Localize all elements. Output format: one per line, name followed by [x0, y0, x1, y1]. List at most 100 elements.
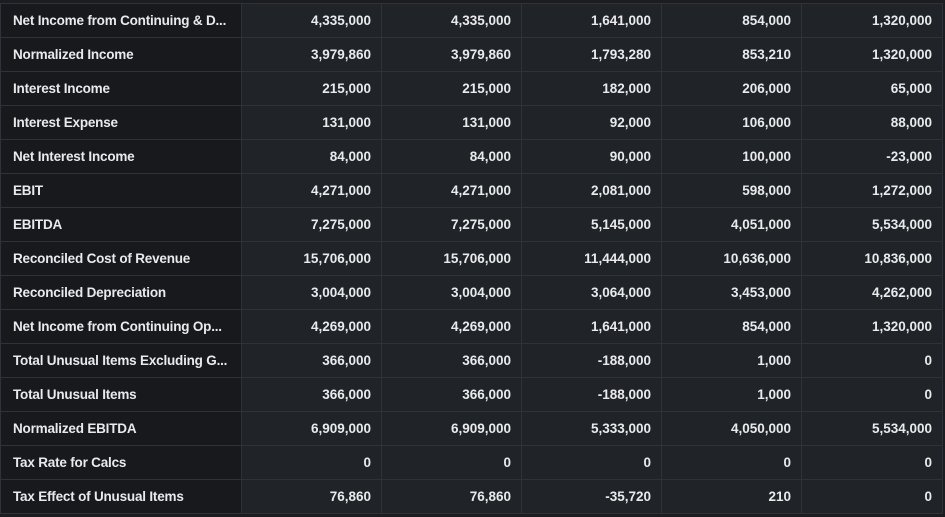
table-row: Reconciled Depreciation 3,004,000 3,004,… [0, 275, 943, 310]
row-value: 215,000 [241, 71, 382, 106]
table-row: Net Income from Continuing & D... 4,335,… [0, 3, 943, 38]
row-value: 1,320,000 [801, 37, 943, 72]
table-row: Total Unusual Items Excluding G... 366,0… [0, 343, 943, 378]
row-label: Net Income from Continuing & D... [0, 3, 242, 38]
row-value: 4,269,000 [241, 309, 382, 344]
row-value: 1,272,000 [801, 173, 943, 208]
table-top-edge [0, 0, 942, 3]
row-value: 15,706,000 [381, 241, 522, 276]
row-value: 4,271,000 [241, 173, 382, 208]
row-value: 3,979,860 [241, 37, 382, 72]
row-label: Normalized Income [0, 37, 242, 72]
row-value: -188,000 [521, 377, 662, 412]
row-value: 4,051,000 [661, 207, 802, 242]
table-row: Tax Effect of Unusual Items 76,860 76,86… [0, 479, 943, 514]
financials-table: Net Income from Continuing & D... 4,335,… [0, 3, 943, 514]
row-value: 1,641,000 [521, 309, 662, 344]
row-value: 5,534,000 [801, 411, 943, 446]
row-value: 3,004,000 [241, 275, 382, 310]
row-value: 11,444,000 [521, 241, 662, 276]
row-value: 10,836,000 [801, 241, 943, 276]
row-value: 100,000 [661, 139, 802, 174]
row-label: Total Unusual Items Excluding G... [0, 343, 242, 378]
row-value: 5,333,000 [521, 411, 662, 446]
row-value: 84,000 [381, 139, 522, 174]
row-value: 15,706,000 [241, 241, 382, 276]
row-value: 65,000 [801, 71, 943, 106]
row-value: 6,909,000 [241, 411, 382, 446]
row-value: 182,000 [521, 71, 662, 106]
row-value: 0 [241, 445, 382, 480]
row-value: 1,641,000 [521, 3, 662, 38]
row-value: 4,335,000 [381, 3, 522, 38]
row-value: 366,000 [241, 343, 382, 378]
row-value: 4,050,000 [661, 411, 802, 446]
row-value: 854,000 [661, 3, 802, 38]
row-value: 1,320,000 [801, 3, 943, 38]
row-value: -35,720 [521, 479, 662, 514]
row-value: 366,000 [381, 343, 522, 378]
row-value: 2,081,000 [521, 173, 662, 208]
row-value: 10,636,000 [661, 241, 802, 276]
row-value: 0 [661, 445, 802, 480]
row-value: 3,453,000 [661, 275, 802, 310]
row-value: 88,000 [801, 105, 943, 140]
row-value: 3,004,000 [381, 275, 522, 310]
row-value: 4,271,000 [381, 173, 522, 208]
row-value: -23,000 [801, 139, 943, 174]
row-value: 0 [801, 343, 943, 378]
row-value: 215,000 [381, 71, 522, 106]
row-value: 90,000 [521, 139, 662, 174]
row-label: Net Interest Income [0, 139, 242, 174]
row-label: Normalized EBITDA [0, 411, 242, 446]
row-value: 598,000 [661, 173, 802, 208]
row-value: 0 [801, 377, 943, 412]
table-row: Net Interest Income 84,000 84,000 90,000… [0, 139, 943, 174]
row-value: 4,335,000 [241, 3, 382, 38]
row-value: 366,000 [241, 377, 382, 412]
table-row: Total Unusual Items 366,000 366,000 -188… [0, 377, 943, 412]
row-value: 854,000 [661, 309, 802, 344]
row-label: Interest Expense [0, 105, 242, 140]
row-label: Net Income from Continuing Op... [0, 309, 242, 344]
row-value: 0 [801, 479, 943, 514]
row-value: 7,275,000 [381, 207, 522, 242]
row-value: -188,000 [521, 343, 662, 378]
table-body: Net Income from Continuing & D... 4,335,… [0, 3, 943, 514]
row-value: 76,860 [241, 479, 382, 514]
row-value: 84,000 [241, 139, 382, 174]
row-value: 7,275,000 [241, 207, 382, 242]
row-value: 1,320,000 [801, 309, 943, 344]
row-value: 206,000 [661, 71, 802, 106]
row-value: 366,000 [381, 377, 522, 412]
table-row: Reconciled Cost of Revenue 15,706,000 15… [0, 241, 943, 276]
row-value: 0 [521, 445, 662, 480]
row-label: Tax Rate for Calcs [0, 445, 242, 480]
table-row: Interest Income 215,000 215,000 182,000 … [0, 71, 943, 106]
row-label: Reconciled Cost of Revenue [0, 241, 242, 276]
row-value: 1,000 [661, 343, 802, 378]
row-value: 853,210 [661, 37, 802, 72]
table-row: Net Income from Continuing Op... 4,269,0… [0, 309, 943, 344]
row-value: 210 [661, 479, 802, 514]
row-value: 1,793,280 [521, 37, 662, 72]
row-label: EBIT [0, 173, 242, 208]
row-value: 92,000 [521, 105, 662, 140]
row-value: 4,269,000 [381, 309, 522, 344]
row-value: 6,909,000 [381, 411, 522, 446]
table-row: EBITDA 7,275,000 7,275,000 5,145,000 4,0… [0, 207, 943, 242]
row-value: 0 [801, 445, 943, 480]
row-value: 5,534,000 [801, 207, 943, 242]
row-value: 131,000 [381, 105, 522, 140]
table-row: EBIT 4,271,000 4,271,000 2,081,000 598,0… [0, 173, 943, 208]
row-value: 131,000 [241, 105, 382, 140]
row-label: Tax Effect of Unusual Items [0, 479, 242, 514]
row-label: Total Unusual Items [0, 377, 242, 412]
row-value: 5,145,000 [521, 207, 662, 242]
row-value: 0 [381, 445, 522, 480]
row-value: 3,064,000 [521, 275, 662, 310]
row-value: 106,000 [661, 105, 802, 140]
row-label: EBITDA [0, 207, 242, 242]
row-value: 3,979,860 [381, 37, 522, 72]
